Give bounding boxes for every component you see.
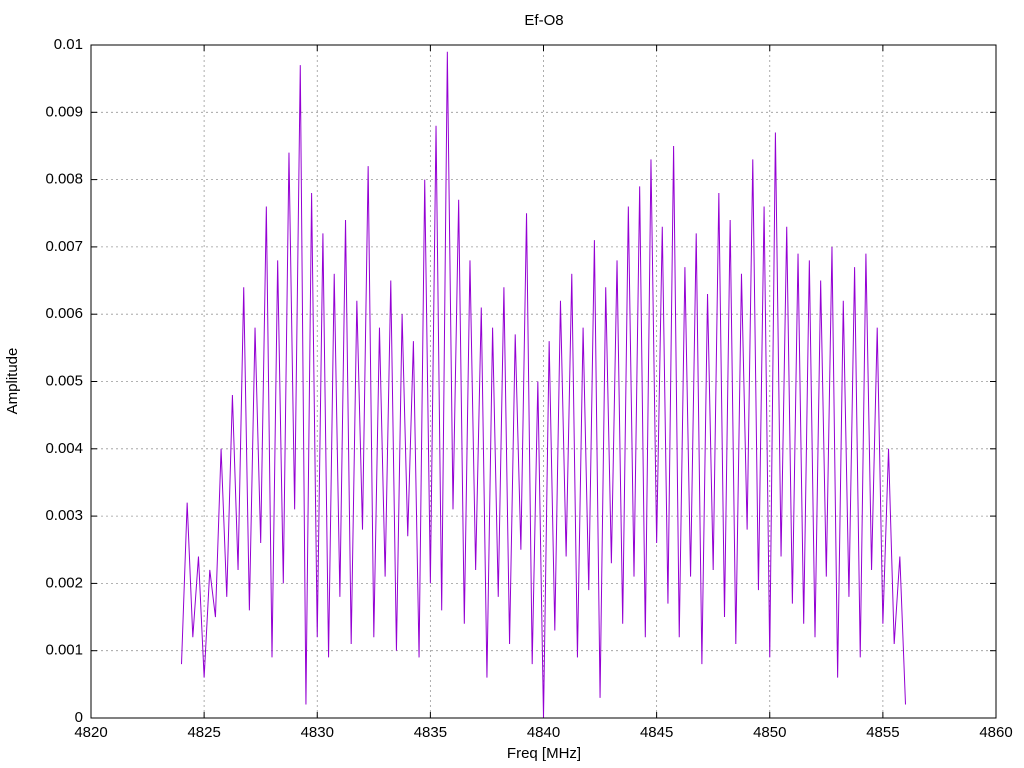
y-axis-label: Amplitude — [4, 348, 21, 415]
x-tick-label: 4820 — [74, 724, 107, 741]
y-tick-label: 0 — [75, 709, 83, 726]
y-tick-label: 0.002 — [45, 574, 83, 591]
y-tick-label: 0.006 — [45, 305, 83, 322]
chart-title: Ef-O8 — [524, 12, 563, 29]
y-tick-label: 0.005 — [45, 372, 83, 389]
y-tick-label: 0.008 — [45, 171, 83, 188]
x-tick-label: 4830 — [301, 724, 334, 741]
x-tick-label: 4855 — [866, 724, 899, 741]
x-axis-label: Freq [MHz] — [507, 745, 581, 762]
y-tick-label: 0.01 — [54, 36, 83, 53]
x-tick-label: 4835 — [414, 724, 447, 741]
x-tick-label: 4845 — [640, 724, 673, 741]
y-tick-label: 0.009 — [45, 103, 83, 120]
y-tick-label: 0.007 — [45, 238, 83, 255]
y-tick-label: 0.001 — [45, 642, 83, 659]
x-tick-label: 4850 — [753, 724, 786, 741]
y-tick-label: 0.004 — [45, 440, 83, 457]
plot-frame — [90, 44, 997, 719]
x-tick-label: 4825 — [187, 724, 220, 741]
y-tick-label: 0.003 — [45, 507, 83, 524]
x-tick-label: 4860 — [979, 724, 1012, 741]
x-tick-label: 4840 — [527, 724, 560, 741]
